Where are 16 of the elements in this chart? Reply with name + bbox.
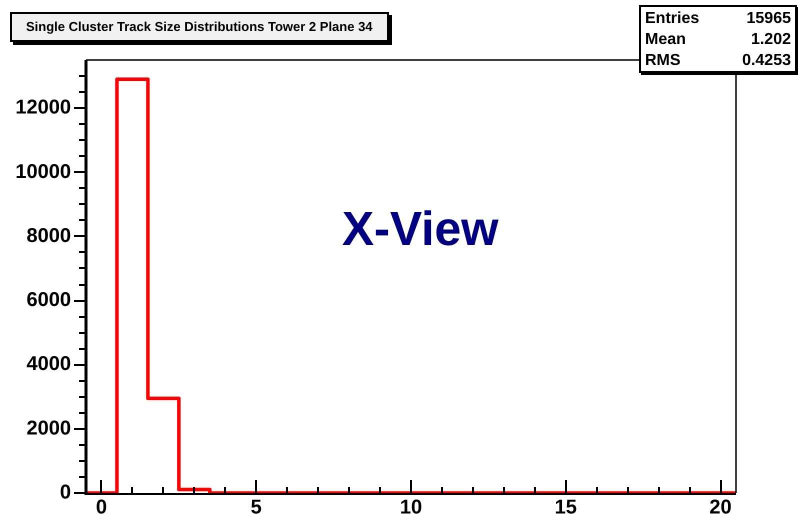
y-tick-label: 10000 bbox=[15, 160, 71, 183]
text: Entries 15965 bbox=[645, 10, 791, 27]
text: RMS 0.4253 bbox=[645, 52, 791, 69]
y-tick-label: 2000 bbox=[26, 417, 71, 440]
annotation: X-View bbox=[342, 203, 499, 256]
y-tick-label: 6000 bbox=[26, 289, 71, 312]
x-tick-label: 15 bbox=[554, 496, 577, 514]
x-tick-label: 10 bbox=[400, 496, 422, 514]
text: Mean 1.202 bbox=[645, 31, 791, 48]
chart-title: Single Cluster Track Size Distributions Tower 2 Plane 34 bbox=[10, 12, 389, 42]
y-tick-label: 12000 bbox=[15, 96, 71, 119]
y-tick-label: 8000 bbox=[26, 224, 71, 247]
x-tick-label: 20 bbox=[709, 496, 732, 514]
x-tick-label: 0 bbox=[96, 496, 108, 514]
y-tick-label: 4000 bbox=[26, 353, 71, 376]
x-tick-label: 5 bbox=[250, 496, 262, 514]
